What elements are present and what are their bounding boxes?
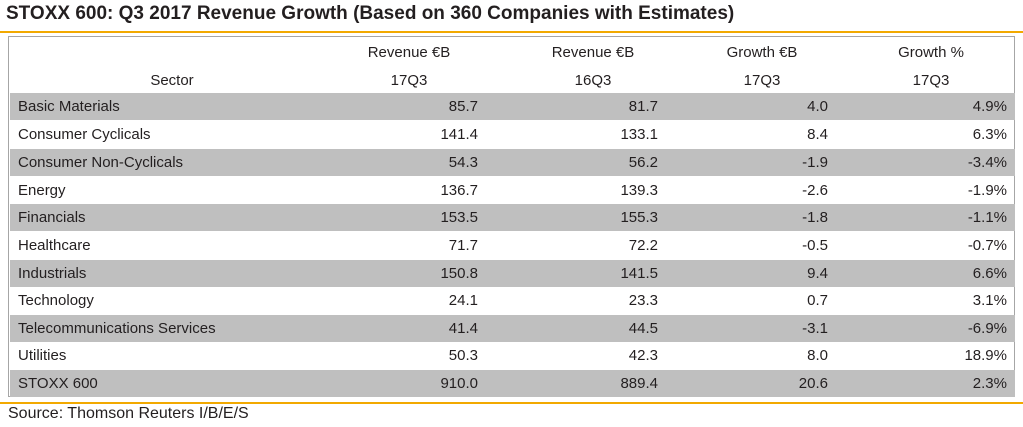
growth-pct-cell: -3.4% bbox=[967, 154, 1007, 171]
growth-cell: -0.5 bbox=[802, 237, 828, 254]
growth-cell: 8.4 bbox=[807, 126, 828, 143]
header-rev17-line1: Revenue €B bbox=[367, 44, 451, 61]
rev16-cell: 889.4 bbox=[620, 375, 658, 392]
rev17-cell: 54.3 bbox=[448, 154, 478, 171]
table-row: Telecommunications Services 41.4 44.5 -3… bbox=[10, 315, 1015, 342]
sector-cell: STOXX 600 bbox=[18, 375, 98, 392]
sector-cell: Technology bbox=[18, 292, 94, 309]
rev17-cell: 153.5 bbox=[440, 209, 478, 226]
sector-cell: Utilities bbox=[18, 347, 67, 364]
page-title: STOXX 600: Q3 2017 Revenue Growth (Based… bbox=[6, 3, 735, 24]
growth-pct-cell: 6.6% bbox=[972, 265, 1007, 282]
growth-pct-cell: -6.9% bbox=[967, 320, 1007, 337]
growth-cell: 20.6 bbox=[798, 375, 828, 392]
rev16-cell: 133.1 bbox=[620, 126, 658, 143]
rev17-cell: 910.0 bbox=[440, 375, 478, 392]
header-rev16-line2: 16Q3 bbox=[574, 72, 612, 89]
title-divider bbox=[0, 31, 1023, 33]
rev17-cell: 41.4 bbox=[448, 320, 478, 337]
growth-cell: -1.8 bbox=[802, 209, 828, 226]
header-rev17-line2: 17Q3 bbox=[390, 72, 428, 89]
rev16-cell: 72.2 bbox=[628, 237, 658, 254]
growth-pct-cell: -1.9% bbox=[967, 182, 1007, 199]
table-row: Industrials 150.8 141.5 9.4 6.6% bbox=[10, 260, 1015, 287]
rev17-cell: 141.4 bbox=[440, 126, 478, 143]
rev16-cell: 44.5 bbox=[628, 320, 658, 337]
rev17-cell: 85.7 bbox=[448, 98, 478, 115]
growth-pct-cell: 2.3% bbox=[972, 375, 1007, 392]
rev17-cell: 24.1 bbox=[448, 292, 478, 309]
growth-pct-cell: -1.1% bbox=[967, 209, 1007, 226]
sector-cell: Healthcare bbox=[18, 237, 91, 254]
growth-cell: -1.9 bbox=[802, 154, 828, 171]
table-row: Consumer Cyclicals 141.4 133.1 8.4 6.3% bbox=[10, 121, 1015, 148]
rev16-cell: 139.3 bbox=[620, 182, 658, 199]
rev17-cell: 71.7 bbox=[448, 237, 478, 254]
sector-cell: Financials bbox=[18, 209, 86, 226]
sector-cell: Industrials bbox=[18, 265, 87, 282]
growth-pct-cell: 4.9% bbox=[972, 98, 1007, 115]
header-rev16-line1: Revenue €B bbox=[551, 44, 635, 61]
sector-cell: Consumer Cyclicals bbox=[18, 126, 151, 143]
table-row: Technology 24.1 23.3 0.7 3.1% bbox=[10, 287, 1015, 314]
rev16-cell: 23.3 bbox=[628, 292, 658, 309]
growth-pct-cell: 6.3% bbox=[972, 126, 1007, 143]
table-row: Healthcare 71.7 72.2 -0.5 -0.7% bbox=[10, 232, 1015, 259]
growth-pct-cell: -0.7% bbox=[967, 237, 1007, 254]
growth-pct-cell: 3.1% bbox=[972, 292, 1007, 309]
sector-cell: Basic Materials bbox=[18, 98, 120, 115]
growth-cell: 8.0 bbox=[807, 347, 828, 364]
growth-cell: 9.4 bbox=[807, 265, 828, 282]
header-growthpct-line1: Growth % bbox=[898, 44, 964, 61]
table-row: Energy 136.7 139.3 -2.6 -1.9% bbox=[10, 177, 1015, 204]
header-growthpct-line2: 17Q3 bbox=[912, 72, 950, 89]
rev17-cell: 150.8 bbox=[440, 265, 478, 282]
footer-divider bbox=[0, 402, 1023, 404]
header-sector: Sector bbox=[150, 72, 194, 89]
growth-cell: 0.7 bbox=[807, 292, 828, 309]
table-row: Basic Materials 85.7 81.7 4.0 4.9% bbox=[10, 93, 1015, 120]
table-row: Financials 153.5 155.3 -1.8 -1.1% bbox=[10, 204, 1015, 231]
header-growth-line1: Growth €B bbox=[726, 44, 798, 61]
growth-pct-cell: 18.9% bbox=[964, 347, 1007, 364]
rev16-cell: 141.5 bbox=[620, 265, 658, 282]
rev17-cell: 50.3 bbox=[448, 347, 478, 364]
sector-cell: Telecommunications Services bbox=[18, 320, 216, 337]
rev16-cell: 155.3 bbox=[620, 209, 658, 226]
rev16-cell: 81.7 bbox=[628, 98, 658, 115]
rev16-cell: 56.2 bbox=[628, 154, 658, 171]
rev16-cell: 42.3 bbox=[628, 347, 658, 364]
growth-cell: 4.0 bbox=[807, 98, 828, 115]
header-growth-line2: 17Q3 bbox=[743, 72, 781, 89]
source-note: Source: Thomson Reuters I/B/E/S bbox=[8, 405, 249, 422]
growth-cell: -3.1 bbox=[802, 320, 828, 337]
sector-cell: Energy bbox=[18, 182, 66, 199]
rev17-cell: 136.7 bbox=[440, 182, 478, 199]
table-row: Utilities 50.3 42.3 8.0 18.9% bbox=[10, 342, 1015, 369]
sector-cell: Consumer Non-Cyclicals bbox=[18, 154, 184, 171]
table-row-total: STOXX 600 910.0 889.4 20.6 2.3% bbox=[10, 370, 1015, 397]
table-row: Consumer Non-Cyclicals 54.3 56.2 -1.9 -3… bbox=[10, 149, 1015, 176]
growth-cell: -2.6 bbox=[802, 182, 828, 199]
